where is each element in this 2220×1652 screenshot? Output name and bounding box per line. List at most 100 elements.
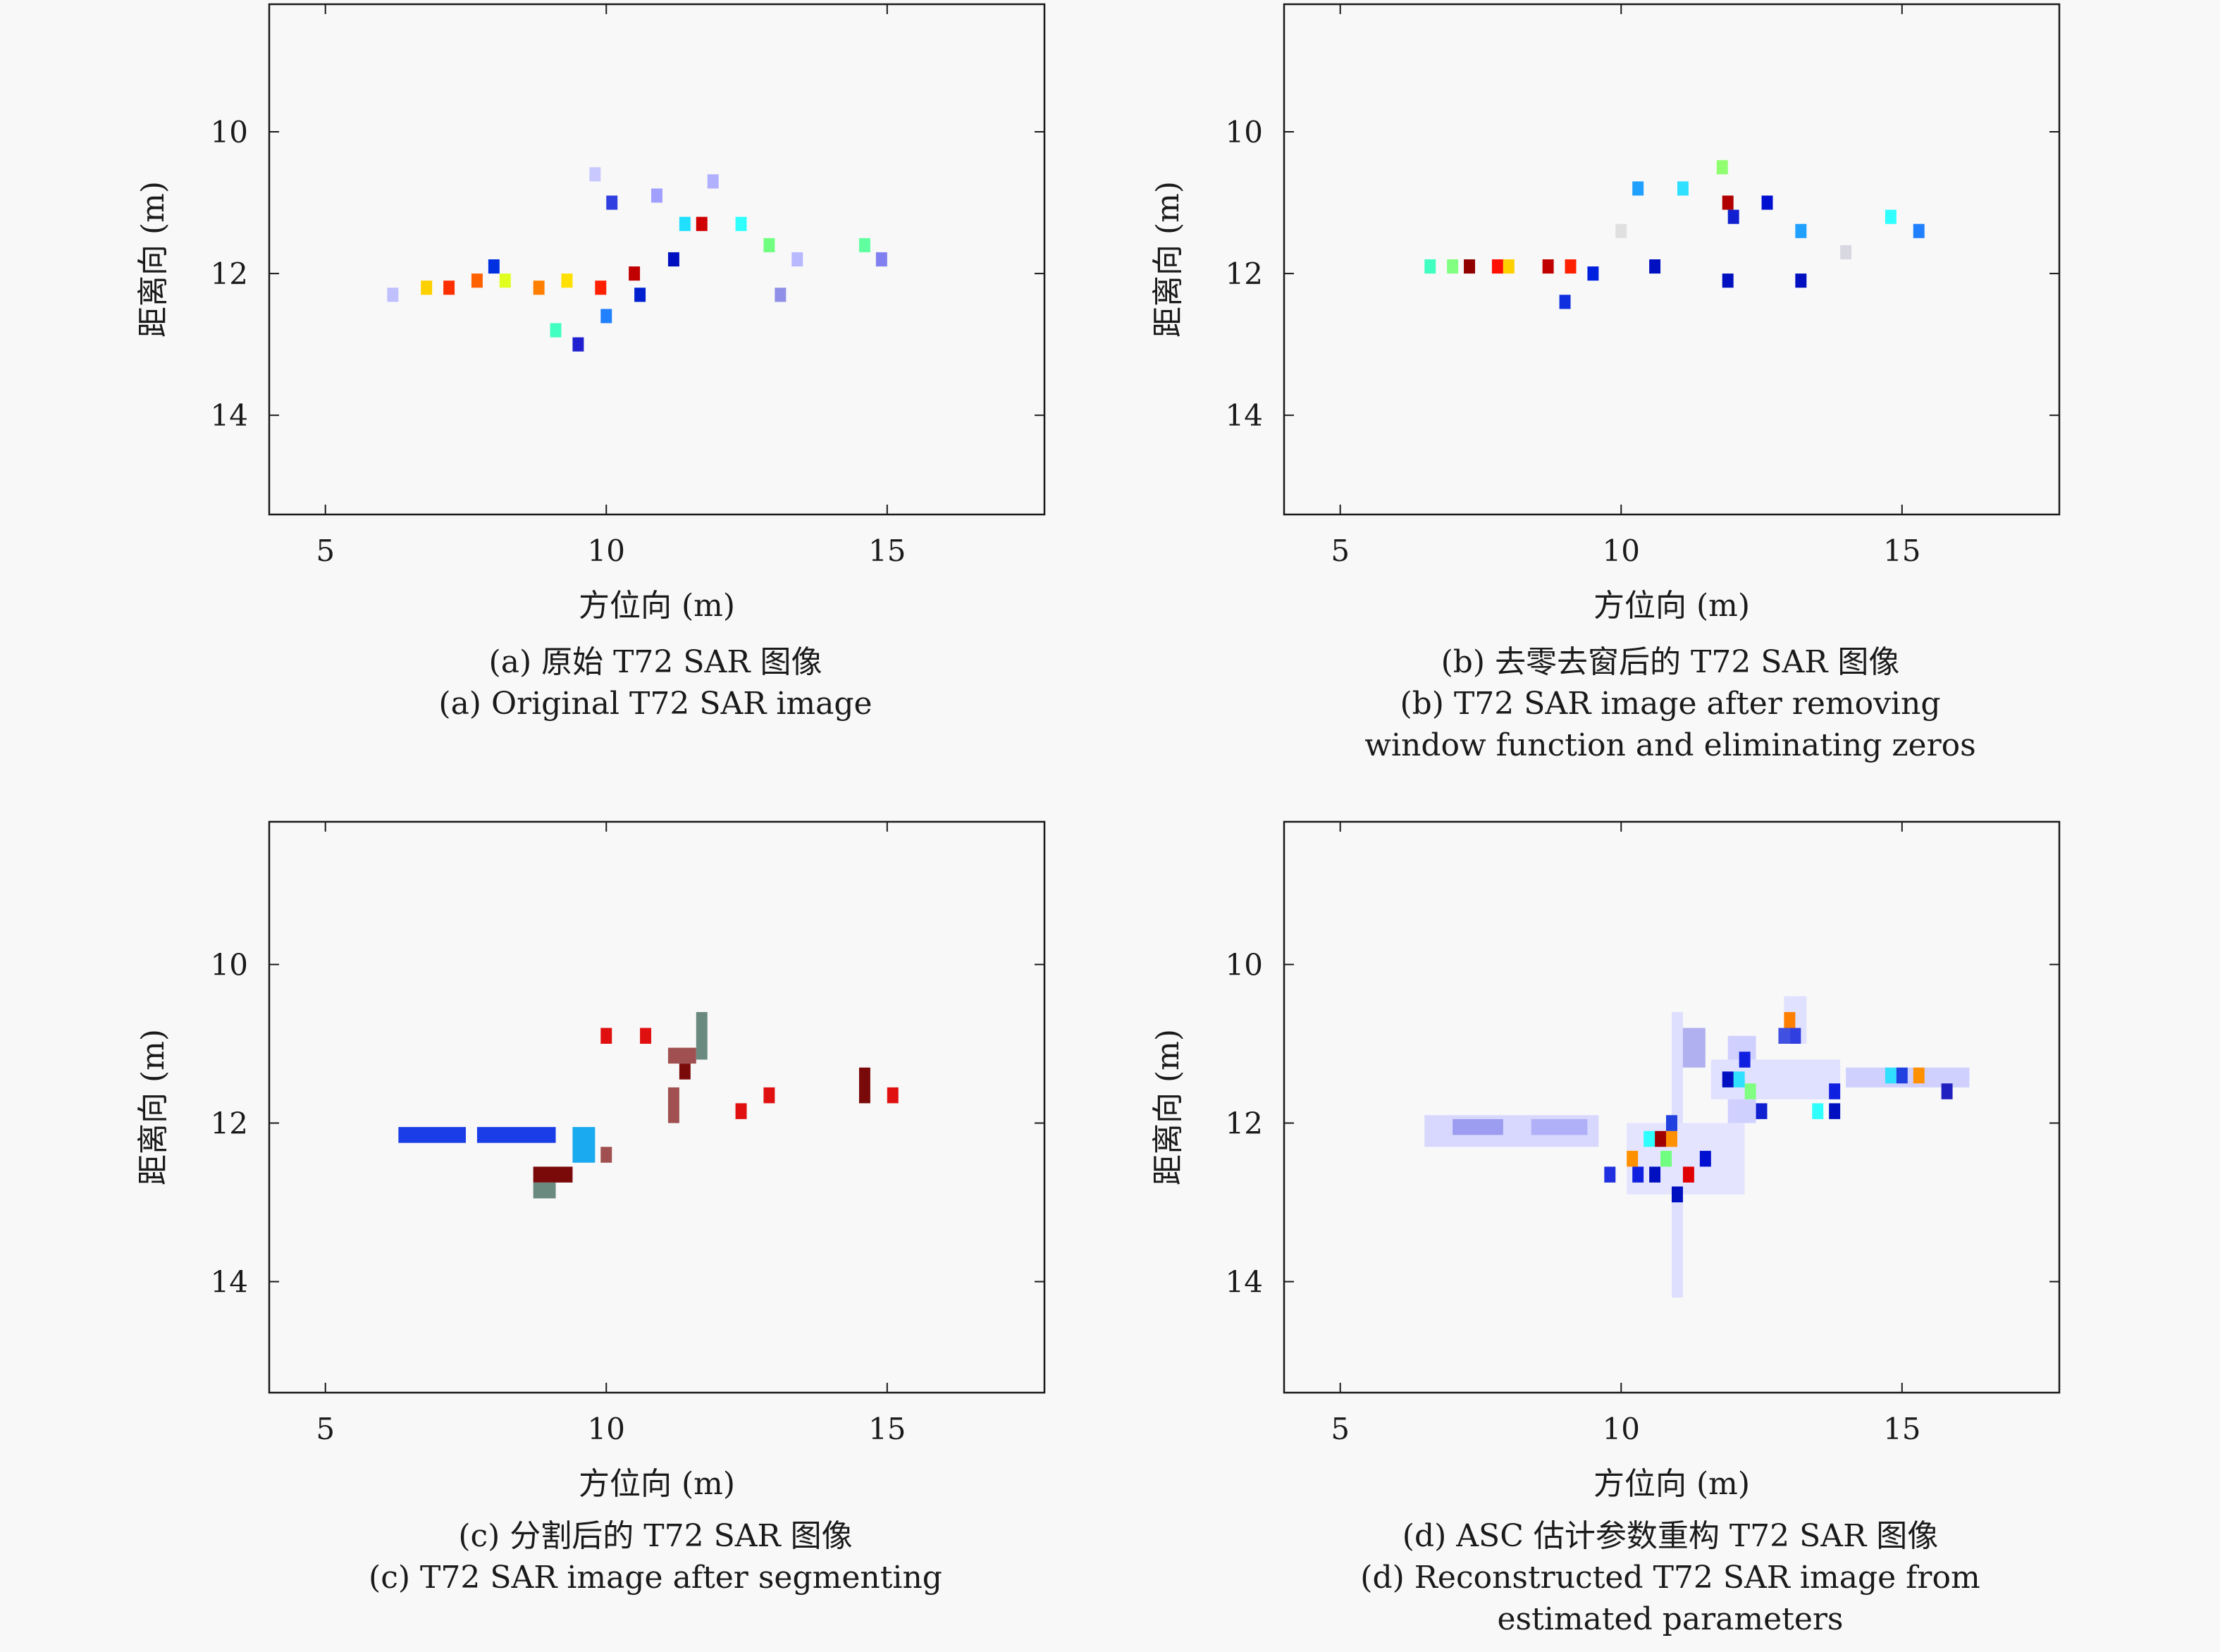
- heatmap-cell: [651, 188, 662, 203]
- heatmap-cell: [600, 309, 612, 323]
- x-tick-label: 5: [1331, 1412, 1350, 1446]
- y-tick-label: 12: [211, 1107, 248, 1141]
- heatmap-cell: [1756, 1103, 1768, 1119]
- heatmap-cell: [1812, 1103, 1824, 1119]
- x-axis-label: 方位向 (m): [579, 588, 735, 624]
- caption-b: (b) 去零去窗后的 T72 SAR 图像 (b) T72 SAR image …: [1142, 641, 2199, 766]
- heatmap-cell: [707, 174, 719, 189]
- heatmap-cell: [1699, 1150, 1711, 1167]
- plot-frame: [268, 820, 1046, 1394]
- heatmap-region: [1453, 1118, 1503, 1135]
- x-tick-label: 15: [868, 534, 906, 568]
- heatmap-a: 5 10 15 10 12 14 方位向 (m) 距离向 (m): [135, 3, 1046, 624]
- heatmap-cell: [775, 288, 787, 302]
- caption-d-en-2: estimated parameters: [1497, 1601, 1844, 1637]
- caption-a-en-1: (a) Original T72 SAR image: [438, 686, 872, 722]
- heatmap-cell: [1503, 259, 1515, 274]
- heatmap-cell: [471, 273, 483, 288]
- heatmap-cell: [1885, 209, 1897, 224]
- heatmap-cell: [1829, 1083, 1841, 1099]
- plot-background: [269, 4, 1044, 514]
- heatmap-cell: [572, 337, 584, 352]
- heatmap-cell: [875, 252, 887, 267]
- heatmap-region: [667, 1087, 679, 1123]
- heatmap-cell: [1941, 1083, 1953, 1099]
- heatmap-cell: [387, 288, 399, 302]
- plot-frame: [268, 3, 1046, 516]
- heatmap-b: 5 10 15 10 12 14 方位向 (m) 距离向 (m): [1150, 3, 2061, 624]
- heatmap-region: [696, 1012, 708, 1060]
- x-axis-label: 方位向 (m): [1593, 1466, 1750, 1502]
- heatmap-cell: [1666, 1130, 1677, 1147]
- panel-d: 5 10 15 10 12 14 方位向 (m) 距离向 (m) (d) ASC 估计参数重构…: [1015, 818, 2125, 1652]
- x-tick-label: 10: [588, 1412, 625, 1446]
- heatmap-region: [858, 1067, 870, 1104]
- y-tick-label: 10: [211, 115, 248, 149]
- heatmap-region: [398, 1127, 466, 1143]
- x-tick-label: 10: [588, 534, 625, 568]
- y-axis-label: 距离向 (m): [135, 1029, 171, 1185]
- heatmap-cell: [1447, 259, 1459, 274]
- x-tick-label: 5: [1331, 534, 1350, 568]
- plot-background: [1284, 4, 2059, 514]
- x-tick-label: 15: [1883, 534, 1920, 568]
- heatmap-cell: [589, 167, 601, 182]
- caption-b-en-1: (b) T72 SAR image after removing: [1400, 686, 1941, 722]
- heatmap-cell: [1722, 195, 1734, 210]
- heatmap-region: [1531, 1118, 1588, 1135]
- heatmap-cell: [595, 281, 607, 295]
- heatmap-cell: [1795, 273, 1807, 288]
- caption-d-cn: (d) ASC 估计参数重构 T72 SAR 图像: [1402, 1518, 1939, 1554]
- heatmap-cell: [488, 259, 500, 274]
- x-tick-label: 15: [1883, 1412, 1920, 1446]
- heatmap-cell: [1744, 1083, 1756, 1099]
- y-axis-label: 距离向 (m): [1150, 181, 1186, 338]
- heatmap-cell: [1491, 259, 1503, 274]
- heatmap-cell: [606, 195, 618, 210]
- caption-c-en-1: (c) T72 SAR image after segmenting: [369, 1560, 942, 1596]
- caption-b-en-2: window function and eliminating zeros: [1364, 727, 1976, 763]
- y-tick-label: 12: [1226, 1107, 1263, 1141]
- heatmap-cell: [499, 273, 511, 288]
- heatmap-cell: [1778, 1028, 1790, 1044]
- caption-d-en-1: (d) Reconstructed T72 SAR image from: [1360, 1560, 1980, 1596]
- heatmap-cell: [1655, 1130, 1667, 1147]
- heatmap-region: [476, 1127, 556, 1143]
- y-tick-label: 12: [1226, 257, 1263, 291]
- y-tick-label: 10: [1226, 115, 1263, 149]
- y-tick-label: 14: [211, 398, 248, 433]
- x-axis-label: 方位向 (m): [579, 1466, 735, 1502]
- heatmap-cell: [1542, 259, 1554, 274]
- caption-c: (c) 分割后的 T72 SAR 图像 (c) T72 SAR image af…: [127, 1515, 1184, 1598]
- heatmap-cell: [667, 252, 679, 267]
- heatmap-cell: [1716, 160, 1728, 175]
- heatmap-cell: [1677, 181, 1689, 196]
- heatmap-region: [533, 1166, 573, 1183]
- heatmap-region: [667, 1047, 696, 1064]
- y-axis-label: 距离向 (m): [1150, 1029, 1186, 1185]
- heatmap-cell: [1739, 1052, 1751, 1068]
- plot-frame: [1283, 3, 2061, 516]
- heatmap-region: [763, 1087, 775, 1104]
- caption-a: (a) 原始 T72 SAR 图像 (a) Original T72 SAR i…: [127, 641, 1184, 725]
- caption-a-cn: (a) 原始 T72 SAR 图像: [488, 644, 822, 680]
- heatmap-cell: [443, 281, 455, 295]
- heatmap-cell: [1632, 181, 1644, 196]
- x-tick-label: 5: [316, 1412, 335, 1446]
- heatmap-cell: [1649, 1166, 1661, 1183]
- heatmap-region: [735, 1103, 747, 1119]
- heatmap-region: [1682, 1028, 1706, 1068]
- heatmap-cell: [1913, 223, 1925, 238]
- heatmap-cell: [1464, 259, 1476, 274]
- caption-d: (d) ASC 估计参数重构 T72 SAR 图像 (d) Reconstruc…: [1142, 1515, 2199, 1640]
- x-tick-label: 10: [1603, 534, 1640, 568]
- heatmap-cell: [629, 266, 641, 281]
- heatmap-cell: [1627, 1150, 1639, 1167]
- heatmap-cell: [1587, 266, 1599, 281]
- heatmap-region: [572, 1127, 596, 1163]
- heatmap-cell: [1795, 223, 1807, 238]
- heatmap-cell: [1604, 1166, 1616, 1183]
- y-tick-label: 14: [1226, 1265, 1263, 1300]
- heatmap-cell: [791, 252, 803, 267]
- heatmap-cell: [1829, 1103, 1841, 1119]
